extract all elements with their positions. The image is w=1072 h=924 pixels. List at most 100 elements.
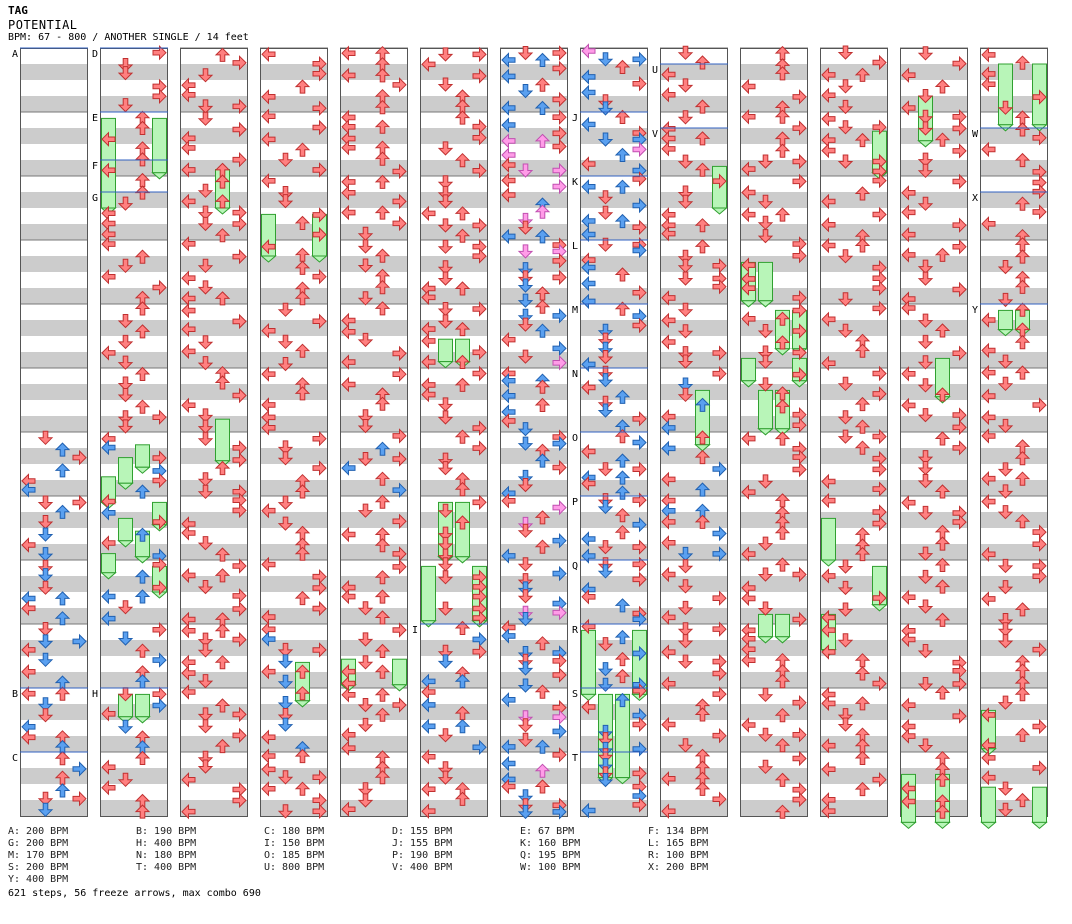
- beat-band: [500, 128, 568, 144]
- step-arrow-up: [1014, 513, 1031, 529]
- freeze-arrow: [392, 658, 407, 686]
- step-arrow-down: [37, 791, 54, 806]
- step-arrow-left: [581, 116, 596, 133]
- beat-band: [580, 608, 648, 624]
- step-arrow-right: [552, 109, 567, 125]
- step-arrow-up: [214, 194, 231, 209]
- step-arrow-down: [277, 495, 294, 510]
- step-arrow-right: [792, 727, 807, 743]
- step-arrow-left: [821, 644, 836, 660]
- step-arrow-down: [677, 110, 694, 125]
- step-arrow-down: [197, 280, 214, 295]
- beat-band: [500, 736, 568, 752]
- step-arrow-down: [277, 642, 294, 658]
- step-arrow-left: [581, 548, 596, 564]
- step-arrow-up: [934, 612, 951, 627]
- step-arrow-right: [1032, 536, 1047, 552]
- freeze-arrow-tail: [1031, 821, 1048, 830]
- beat-band: [740, 352, 808, 368]
- step-arrow-right: [1032, 130, 1047, 146]
- step-arrow-up: [374, 119, 391, 134]
- beat-band: [500, 320, 568, 336]
- beat-band: [100, 576, 168, 592]
- beat-band: [580, 672, 648, 688]
- step-arrow-left: [261, 663, 276, 680]
- beat-band: [900, 288, 968, 304]
- step-arrow-up: [694, 239, 711, 254]
- step-arrow-up: [614, 629, 631, 645]
- step-arrow-up: [214, 623, 231, 638]
- step-arrow-down: [437, 185, 454, 201]
- step-arrow-left: [981, 591, 996, 607]
- freeze-arrow-tail: [917, 140, 934, 148]
- step-arrow-down: [837, 376, 854, 392]
- step-arrow-right: [152, 409, 167, 425]
- step-arrow-left: [821, 142, 836, 159]
- beat-band: [180, 736, 248, 752]
- step-arrow-down: [917, 313, 934, 328]
- beat-band: [260, 768, 328, 784]
- step-arrow-right: [792, 417, 807, 433]
- beat-band: [580, 768, 648, 784]
- step-arrow-down: [437, 410, 454, 425]
- step-arrow-left: [261, 238, 276, 255]
- step-arrow-down: [517, 349, 534, 364]
- step-arrow-up: [374, 205, 391, 220]
- beat-band: [260, 288, 328, 304]
- beat-band: [340, 448, 408, 464]
- beat-band: [580, 384, 648, 400]
- step-arrow-right: [392, 345, 407, 362]
- beat-band: [580, 448, 648, 464]
- step-arrow-left: [501, 52, 516, 68]
- step-arrow-down: [677, 354, 694, 369]
- step-arrow-right: [632, 141, 647, 158]
- step-arrow-right: [712, 461, 727, 477]
- freeze-arrow-tail: [134, 716, 151, 724]
- step-arrow-down: [117, 98, 134, 113]
- step-arrow-up: [214, 47, 231, 62]
- step-arrow-left: [21, 600, 36, 617]
- step-arrow-up: [374, 68, 391, 83]
- step-arrow-up: [54, 591, 71, 606]
- step-arrow-right: [952, 514, 967, 530]
- step-arrow-up: [614, 668, 631, 684]
- step-arrow-down: [117, 258, 134, 274]
- step-arrow-up: [614, 470, 631, 485]
- step-arrow-left: [421, 781, 436, 797]
- step-arrow-right: [872, 590, 887, 606]
- step-arrow-down: [917, 196, 934, 211]
- beat-band: [580, 704, 648, 720]
- step-arrow-up: [134, 185, 151, 200]
- beat-band: [340, 672, 408, 688]
- step-arrow-up: [854, 440, 871, 455]
- beat-band: [420, 64, 488, 80]
- beat-band: [20, 640, 88, 656]
- step-arrow-left: [101, 345, 116, 361]
- step-arrow-down: [117, 419, 134, 434]
- step-arrow-left: [501, 413, 516, 429]
- beat-band: [820, 608, 888, 624]
- step-arrow-down: [37, 515, 54, 530]
- freeze-arrow-tail: [134, 466, 151, 474]
- step-arrow-left: [101, 759, 116, 775]
- step-arrow-up: [534, 779, 551, 794]
- step-arrow-right: [632, 645, 647, 662]
- step-arrow-down: [517, 278, 534, 293]
- step-arrow-down: [37, 697, 54, 712]
- step-arrow-down: [437, 536, 454, 552]
- beat-band: [580, 512, 648, 528]
- step-arrow-down: [437, 452, 454, 467]
- step-arrow-up: [54, 751, 71, 766]
- beat-band: [660, 800, 728, 816]
- freeze-arrow: [135, 693, 150, 718]
- chart-column: [500, 47, 568, 817]
- step-arrow-down: [757, 377, 774, 392]
- step-arrow-left: [661, 290, 676, 306]
- step-arrow-down: [437, 548, 454, 563]
- step-arrow-up: [374, 279, 391, 295]
- step-arrow-left: [901, 204, 916, 221]
- beat-band: [660, 768, 728, 784]
- step-arrow-right: [392, 193, 407, 210]
- step-arrow-up: [374, 770, 391, 785]
